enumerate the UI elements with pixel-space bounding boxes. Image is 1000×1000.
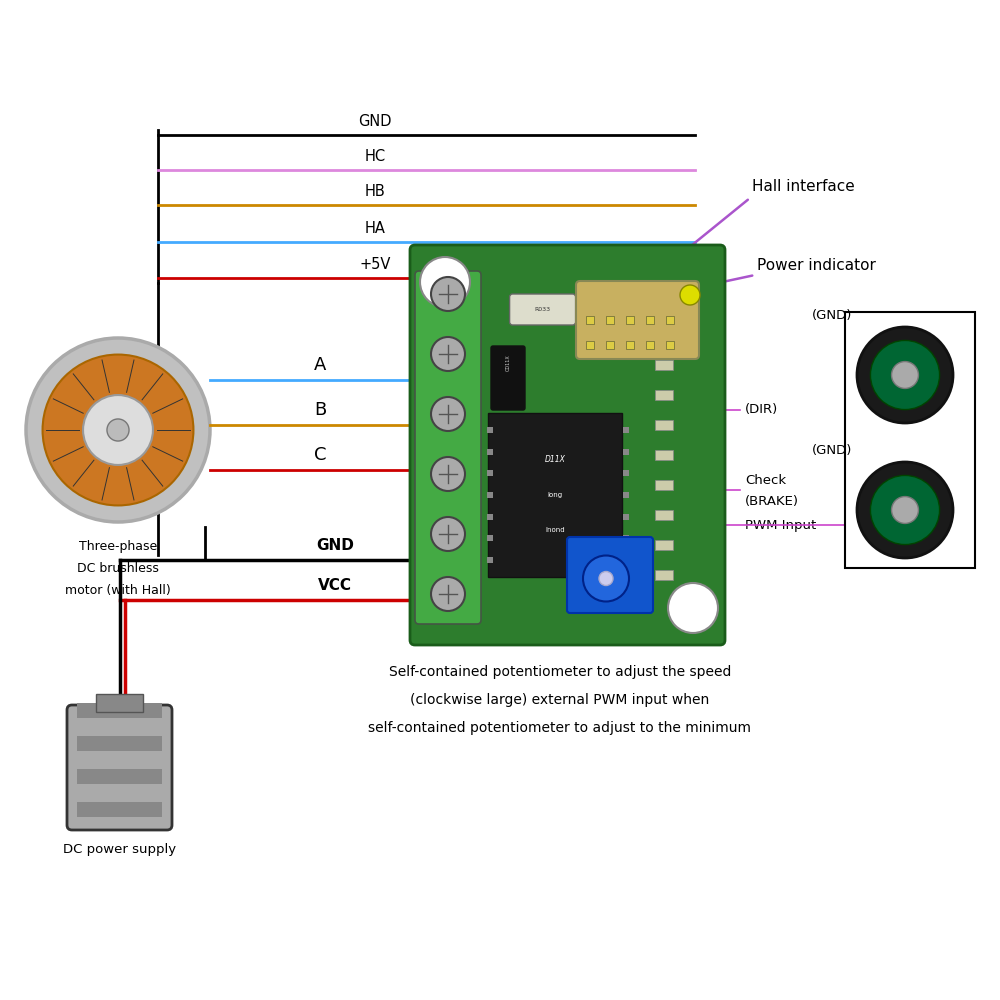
Bar	[626, 316, 634, 324]
Bar	[487, 535, 493, 541]
Text: (FG) Speed signal output: (FG) Speed signal output	[520, 497, 686, 510]
Text: (DIR): (DIR)	[745, 403, 778, 416]
Text: GND: GND	[316, 538, 354, 553]
Text: GND: GND	[358, 114, 392, 129]
Bar	[655, 360, 673, 370]
Bar	[655, 570, 673, 580]
Text: HB: HB	[365, 184, 385, 199]
Bar	[487, 492, 493, 498]
Text: self-contained potentiometer to adjust to the minimum: self-contained potentiometer to adjust t…	[368, 721, 752, 735]
FancyBboxPatch shape	[67, 705, 172, 830]
Circle shape	[857, 327, 953, 423]
Bar	[606, 341, 614, 349]
Bar	[77, 703, 162, 718]
Bar	[655, 480, 673, 490]
Bar	[487, 514, 493, 520]
FancyBboxPatch shape	[567, 537, 653, 613]
Text: (BRAKE): (BRAKE)	[745, 495, 799, 508]
Text: lnond: lnond	[545, 527, 565, 533]
Bar	[655, 420, 673, 430]
Text: PWM Input: PWM Input	[745, 518, 816, 532]
Text: +5V: +5V	[359, 257, 391, 272]
Bar	[623, 557, 629, 563]
Circle shape	[107, 419, 129, 441]
Text: HA: HA	[365, 221, 385, 236]
Bar	[655, 540, 673, 550]
Circle shape	[892, 362, 918, 388]
Bar	[606, 316, 614, 324]
FancyBboxPatch shape	[410, 245, 725, 645]
Circle shape	[431, 457, 465, 491]
Circle shape	[870, 475, 940, 545]
Bar	[487, 449, 493, 455]
Bar	[845, 312, 975, 568]
Circle shape	[43, 355, 193, 505]
Circle shape	[599, 571, 613, 585]
Bar	[646, 341, 654, 349]
Circle shape	[668, 583, 718, 633]
Text: long: long	[547, 492, 563, 498]
Bar	[77, 802, 162, 817]
Bar	[487, 427, 493, 433]
Circle shape	[420, 257, 470, 307]
Text: Check: Check	[745, 474, 786, 487]
Text: Hall interface: Hall interface	[752, 179, 855, 194]
Circle shape	[431, 577, 465, 611]
Bar	[655, 510, 673, 520]
Text: A: A	[314, 356, 326, 374]
FancyBboxPatch shape	[510, 294, 576, 325]
Circle shape	[431, 517, 465, 551]
Text: (GND): (GND)	[812, 444, 852, 457]
Circle shape	[583, 555, 629, 601]
Circle shape	[431, 277, 465, 311]
Circle shape	[870, 340, 940, 410]
Text: Self-contained potentiometer to adjust the speed: Self-contained potentiometer to adjust t…	[389, 665, 731, 679]
Bar	[96, 694, 143, 712]
Text: motor (with Hall): motor (with Hall)	[65, 584, 171, 597]
Bar	[623, 535, 629, 541]
Bar	[623, 514, 629, 520]
FancyBboxPatch shape	[415, 271, 481, 624]
Text: CD11X: CD11X	[506, 355, 511, 371]
Text: HC: HC	[364, 149, 386, 164]
Text: DC brushless: DC brushless	[77, 562, 159, 575]
Bar	[655, 450, 673, 460]
Text: B: B	[314, 401, 326, 419]
Bar	[655, 390, 673, 400]
Circle shape	[892, 497, 918, 523]
Bar	[77, 769, 162, 784]
Bar	[626, 341, 634, 349]
Text: Three-phase: Three-phase	[79, 540, 157, 553]
Text: DC power supply: DC power supply	[63, 843, 176, 856]
Bar	[623, 449, 629, 455]
Text: C: C	[314, 446, 326, 464]
Bar	[646, 316, 654, 324]
Circle shape	[26, 338, 210, 522]
Text: R033: R033	[535, 307, 551, 312]
FancyBboxPatch shape	[576, 281, 699, 359]
Bar	[623, 470, 629, 476]
Bar	[487, 470, 493, 476]
FancyBboxPatch shape	[491, 346, 525, 410]
Bar	[586, 341, 594, 349]
Text: VCC: VCC	[318, 578, 352, 593]
Bar	[77, 736, 162, 751]
Text: (GND): (GND)	[812, 309, 852, 322]
Circle shape	[857, 462, 953, 558]
FancyBboxPatch shape	[488, 413, 622, 577]
Bar	[666, 316, 674, 324]
Text: (clockwise large) external PWM input when: (clockwise large) external PWM input whe…	[410, 693, 710, 707]
Bar	[623, 427, 629, 433]
Bar	[623, 492, 629, 498]
Text: D11X: D11X	[545, 455, 565, 464]
Circle shape	[431, 337, 465, 371]
Circle shape	[83, 395, 153, 465]
Circle shape	[431, 397, 465, 431]
Bar	[487, 557, 493, 563]
Circle shape	[680, 285, 700, 305]
Bar	[666, 341, 674, 349]
Text: Power indicator: Power indicator	[757, 258, 876, 273]
Bar	[586, 316, 594, 324]
